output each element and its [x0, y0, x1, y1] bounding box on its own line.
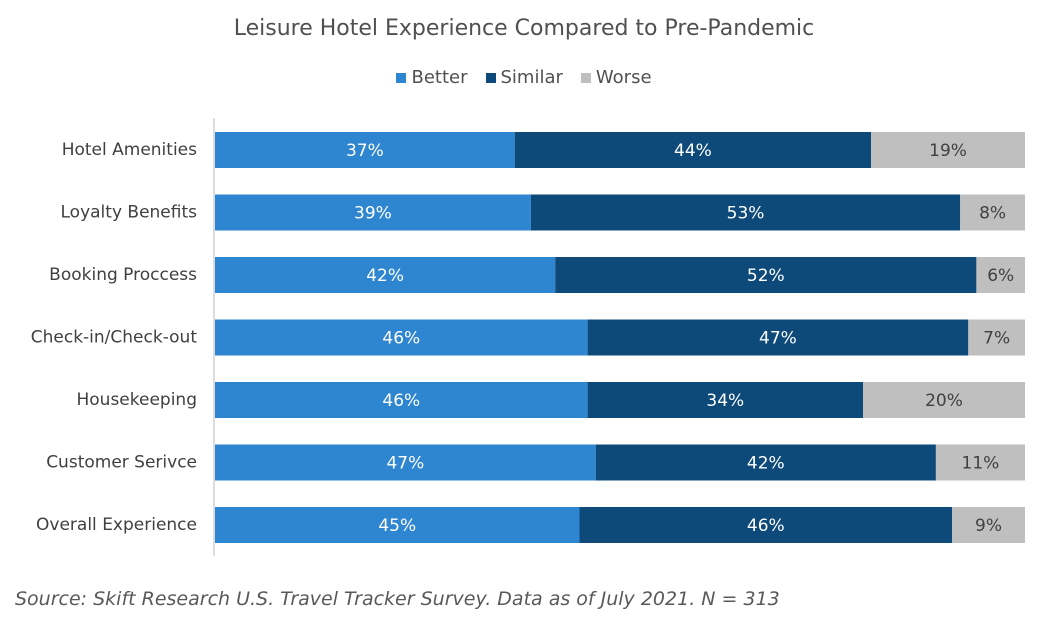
category-label-loyalty-benefits: Loyalty Benefits: [61, 203, 198, 223]
bar-check-in-check-out-worse: [968, 319, 1025, 356]
data-label-hotel-amenities-similar: 44%: [674, 141, 712, 161]
bar-loyalty-benefits-similar: [530, 194, 961, 231]
data-label-overall-experience-better: 45%: [378, 516, 416, 536]
data-label-hotel-amenities-better: 37%: [346, 141, 384, 161]
data-label-overall-experience-worse: 9%: [975, 516, 1002, 536]
data-label-hotel-amenities-worse: 19%: [929, 141, 967, 161]
data-label-loyalty-benefits-similar: 53%: [727, 204, 765, 224]
data-label-booking-proccess-similar: 52%: [747, 266, 785, 286]
category-label-booking-proccess: Booking Proccess: [49, 265, 197, 285]
bar-overall-experience-similar: [579, 507, 953, 543]
legend-swatch-worse: [580, 72, 591, 83]
source-note: Source: Skift Research U.S. Travel Track…: [15, 588, 780, 610]
data-label-housekeeping-similar: 34%: [706, 391, 744, 411]
bar-check-in-check-out-better: [215, 319, 588, 356]
data-label-customer-serivce-similar: 42%: [747, 454, 785, 474]
bar-customer-serivce-better: [215, 444, 596, 481]
data-label-customer-serivce-better: 47%: [386, 454, 424, 474]
bar-booking-proccess-worse: [976, 257, 1025, 293]
legend-label-similar: Similar: [500, 67, 563, 88]
bar-booking-proccess-similar: [555, 257, 977, 293]
bar-check-in-check-out-similar: [587, 319, 969, 356]
data-label-booking-proccess-worse: 6%: [987, 266, 1014, 286]
data-label-booking-proccess-better: 42%: [366, 266, 404, 286]
data-label-overall-experience-similar: 46%: [747, 516, 785, 536]
category-label-customer-serivce: Customer Serivce: [46, 453, 197, 473]
legend-item-similar: Similar: [485, 67, 563, 88]
legend-item-worse: Worse: [580, 67, 652, 88]
data-label-check-in-check-out-similar: 47%: [759, 329, 797, 349]
data-label-check-in-check-out-better: 46%: [382, 329, 420, 349]
bar-booking-proccess-better: [215, 257, 556, 293]
chart-title: Leisure Hotel Experience Compared to Pre…: [233, 16, 815, 41]
bar-hotel-amenities-worse: [871, 132, 1025, 168]
data-label-loyalty-benefits-worse: 8%: [979, 204, 1006, 224]
bar-customer-serivce-worse: [935, 444, 1025, 481]
chart-legend: Better Similar Worse: [0, 67, 1048, 88]
category-label-hotel-amenities: Hotel Amenities: [62, 140, 197, 160]
bar-loyalty-benefits-better: [215, 194, 531, 231]
data-label-housekeeping-better: 46%: [382, 391, 420, 411]
legend-swatch-better: [396, 72, 407, 83]
data-label-check-in-check-out-worse: 7%: [983, 329, 1010, 349]
legend-label-worse: Worse: [595, 67, 652, 88]
data-label-customer-serivce-worse: 11%: [962, 454, 1000, 474]
bar-customer-serivce-similar: [595, 444, 936, 481]
category-label-check-in-check-out: Check-in/Check-out: [31, 328, 198, 348]
legend-item-better: Better: [396, 67, 468, 88]
bar-overall-experience-worse: [952, 507, 1025, 543]
data-label-loyalty-benefits-better: 39%: [354, 204, 392, 224]
bar-hotel-amenities-better: [215, 132, 515, 168]
bar-housekeeping-similar: [587, 382, 863, 418]
data-label-housekeeping-worse: 20%: [925, 391, 963, 411]
bar-overall-experience-better: [215, 507, 580, 543]
category-label-overall-experience: Overall Experience: [36, 515, 197, 535]
bar-hotel-amenities-similar: [514, 132, 872, 168]
bar-loyalty-benefits-worse: [960, 194, 1025, 231]
category-label-housekeeping: Housekeeping: [76, 390, 197, 410]
bar-housekeeping-worse: [863, 382, 1025, 418]
legend-swatch-similar: [485, 72, 496, 83]
bar-housekeeping-better: [215, 382, 588, 418]
legend-label-better: Better: [411, 67, 468, 88]
